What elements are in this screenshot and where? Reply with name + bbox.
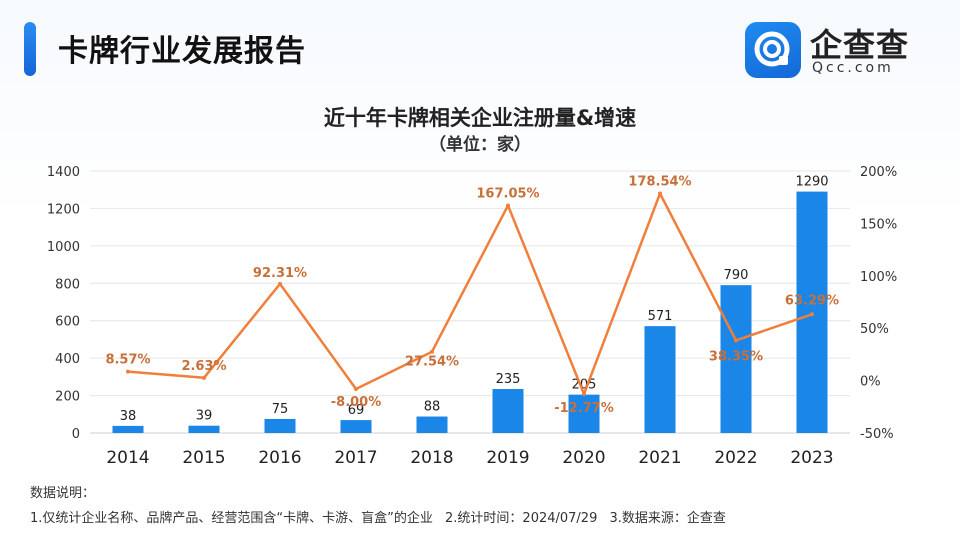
bar (720, 285, 752, 433)
bar-value-label: 39 (196, 409, 213, 424)
bar (416, 416, 448, 433)
growth-point (278, 281, 282, 286)
x-tick-label: 2023 (790, 448, 833, 468)
bar (644, 326, 676, 433)
y-tick-left: 0 (72, 427, 80, 442)
x-tick-label: 2021 (638, 448, 681, 468)
x-tick-label: 2015 (182, 448, 225, 468)
chart-subtitle: （单位：家） (429, 135, 531, 155)
bar (188, 425, 220, 433)
note-item: 2.统计时间：2024/07/29 (445, 511, 598, 526)
bar (492, 389, 524, 433)
x-tick-label: 2020 (562, 448, 605, 468)
growth-point (354, 386, 358, 391)
bar-value-label: 1290 (795, 175, 828, 190)
y-tick-left: 800 (55, 277, 80, 292)
growth-value-label: 63.29% (785, 293, 839, 308)
growth-value-label: 178.54% (628, 174, 691, 189)
bar (568, 394, 600, 433)
y-tick-right: 100% (860, 270, 897, 285)
growth-value-label: 2.63% (181, 359, 226, 374)
logo-name: 企查查 (810, 26, 910, 64)
y-tick-left: 1400 (47, 165, 80, 180)
growth-value-label: -12.77% (554, 401, 614, 416)
y-tick-left: 200 (55, 390, 80, 405)
growth-point (810, 312, 814, 317)
header-accent-bar (24, 22, 36, 76)
bar-value-label: 69 (348, 403, 365, 418)
y-tick-left: 400 (55, 352, 80, 367)
y-tick-right: 0% (860, 375, 881, 390)
qcc-logo-icon (745, 22, 801, 78)
bar (340, 420, 372, 433)
y-tick-right: -50% (860, 427, 894, 442)
page-title: 卡牌行业发展报告 (58, 34, 306, 69)
chart-title: 近十年卡牌相关企业注册量&增速 (323, 106, 637, 130)
growth-point (734, 338, 738, 343)
x-tick-label: 2022 (714, 448, 757, 468)
growth-value-label: 27.54% (405, 355, 459, 370)
x-tick-label: 2014 (106, 448, 149, 468)
bar (264, 418, 296, 433)
x-tick-label: 2016 (258, 448, 301, 468)
growth-point (430, 349, 434, 354)
note-item: 1.仅统计企业名称、品牌产品、经营范围含“卡牌、卡游、盲盒”的企业 (30, 511, 433, 526)
note-item: 3.数据来源：企查查 (609, 511, 726, 526)
bar-value-label: 790 (724, 268, 749, 283)
notes-line: 1.仅统计企业名称、品牌产品、经营范围含“卡牌、卡游、盲盒”的企业 2.统计时间… (30, 507, 734, 526)
bar-value-label: 235 (496, 372, 521, 387)
growth-point (582, 391, 586, 396)
growth-value-label: 38.35% (709, 349, 763, 364)
y-tick-right: 50% (860, 322, 889, 337)
notes-heading: 数据说明： (30, 486, 96, 501)
x-tick-label: 2018 (410, 448, 453, 468)
y-tick-left: 600 (55, 315, 80, 330)
growth-value-label: 167.05% (476, 187, 539, 202)
bar (112, 425, 144, 433)
growth-value-label: 8.57% (105, 353, 150, 368)
growth-point (202, 375, 206, 380)
bar-value-label: 38 (120, 409, 137, 424)
bar-value-label: 205 (572, 378, 597, 393)
growth-line (127, 192, 813, 396)
y-tick-right: 150% (860, 217, 897, 232)
growth-value-label: 92.31% (253, 266, 307, 281)
bar-value-label: 75 (272, 402, 289, 417)
y-tick-left: 1000 (47, 240, 80, 255)
bar-value-label: 88 (424, 400, 441, 415)
bar-value-label: 571 (648, 309, 673, 324)
growth-point (658, 191, 662, 196)
logo-domain: Qcc.com (812, 60, 894, 76)
growth-point (126, 369, 130, 374)
growth-value-label: -8.00% (331, 395, 382, 410)
x-tick-label: 2019 (486, 448, 529, 468)
x-tick-label: 2017 (334, 448, 377, 468)
y-tick-right: 200% (860, 165, 897, 180)
y-tick-left: 1200 (47, 202, 80, 217)
growth-point (506, 203, 510, 208)
